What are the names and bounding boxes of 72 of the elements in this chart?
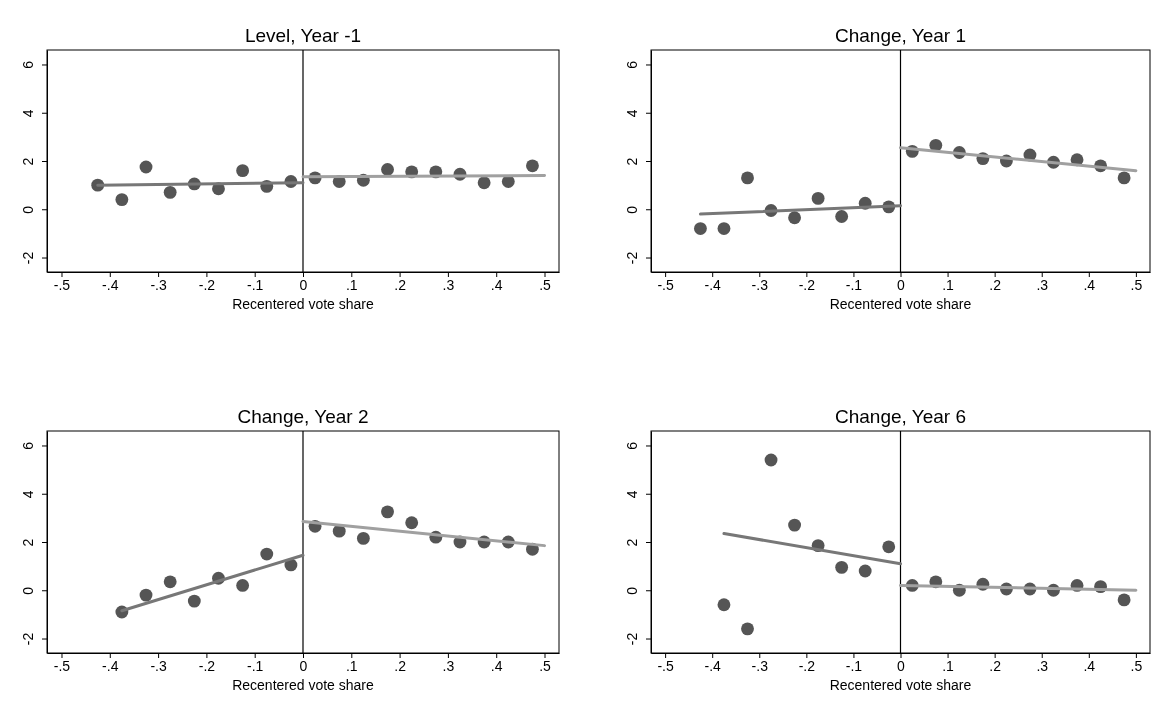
x-tick-label: -.2 — [798, 276, 816, 293]
x-tick-label: -.5 — [657, 276, 674, 293]
x-tick-label: -.1 — [845, 657, 863, 674]
x-tick-label: .2 — [394, 276, 407, 293]
x-axis-title: Recentered vote share — [232, 677, 375, 693]
x-tick-label: .4 — [490, 276, 503, 293]
x-tick-label: 0 — [897, 276, 906, 293]
y-tick-label: 4 — [624, 490, 640, 499]
x-tick-label: .4 — [490, 657, 503, 674]
y-tick-label: 6 — [624, 441, 640, 450]
y-tick-label: -2 — [624, 251, 640, 265]
x-axis-title: Recentered vote share — [829, 677, 972, 693]
y-tick-label: 0 — [624, 586, 640, 595]
y-tick-label: 0 — [20, 205, 36, 214]
y-tick-label: 6 — [624, 60, 640, 69]
x-tick-label: 0 — [299, 276, 308, 293]
y-tick-label: 0 — [20, 586, 36, 595]
x-tick-label: -.3 — [751, 276, 769, 293]
y-tick-label: 4 — [20, 490, 36, 499]
x-tick-label: -.4 — [704, 276, 722, 293]
x-tick-label: -.2 — [198, 657, 216, 674]
x-axis-title: Recentered vote share — [829, 296, 972, 312]
y-tick-label: 2 — [624, 538, 640, 547]
x-tick-label: .3 — [442, 657, 455, 674]
x-tick-label: -.4 — [102, 657, 119, 674]
x-tick-label: .4 — [1083, 276, 1096, 293]
x-tick-label: 0 — [299, 657, 308, 674]
x-tick-label: .2 — [989, 657, 1002, 674]
x-tick-label: .5 — [539, 276, 552, 293]
x-tick-label: .1 — [345, 657, 358, 674]
y-tick-label: 4 — [20, 109, 36, 118]
x-tick-label: .1 — [345, 276, 358, 293]
y-tick-label: 0 — [624, 205, 640, 214]
y-tick-label: -2 — [20, 632, 36, 646]
chart-title: Level, Year -1 — [244, 25, 362, 46]
x-tick-label: .1 — [942, 657, 955, 674]
x-tick-label: -.1 — [247, 657, 264, 674]
chart-title: Change, Year 1 — [834, 25, 967, 46]
chart-title: Change, Year 6 — [834, 406, 967, 427]
x-tick-label: -.4 — [704, 657, 722, 674]
y-tick-label: 6 — [20, 441, 36, 450]
x-tick-label: .5 — [1130, 276, 1143, 293]
x-tick-label: .2 — [394, 657, 407, 674]
x-tick-label: -.5 — [657, 657, 674, 674]
y-tick-label: 4 — [624, 109, 640, 118]
x-tick-label: .1 — [942, 276, 955, 293]
x-axis-title: Recentered vote share — [232, 296, 375, 312]
x-tick-label: -.3 — [150, 657, 167, 674]
x-tick-label: -.3 — [150, 276, 167, 293]
y-tick-label: -2 — [20, 251, 36, 265]
y-tick-label: 2 — [20, 157, 36, 166]
x-tick-label: -.2 — [198, 276, 216, 293]
y-tick-label: 2 — [20, 538, 36, 547]
x-tick-label: -.1 — [247, 276, 264, 293]
x-tick-label: .4 — [1083, 657, 1096, 674]
x-tick-label: -.5 — [53, 276, 71, 293]
chart-title: Change, Year 2 — [237, 406, 369, 427]
x-tick-label: 0 — [897, 657, 906, 674]
x-tick-label: -.4 — [102, 276, 119, 293]
x-tick-label: .5 — [539, 657, 552, 674]
x-tick-label: -.1 — [845, 276, 863, 293]
y-tick-label: 6 — [20, 60, 36, 69]
x-tick-label: .3 — [442, 276, 455, 293]
x-tick-label: .3 — [1036, 657, 1049, 674]
x-tick-label: .2 — [989, 276, 1002, 293]
x-tick-label: -.5 — [53, 657, 71, 674]
y-tick-label: 2 — [624, 157, 640, 166]
x-tick-label: -.2 — [798, 657, 816, 674]
y-tick-label: -2 — [624, 632, 640, 646]
x-tick-label: .3 — [1036, 276, 1049, 293]
x-tick-label: -.3 — [751, 657, 769, 674]
x-tick-label: .5 — [1130, 657, 1143, 674]
